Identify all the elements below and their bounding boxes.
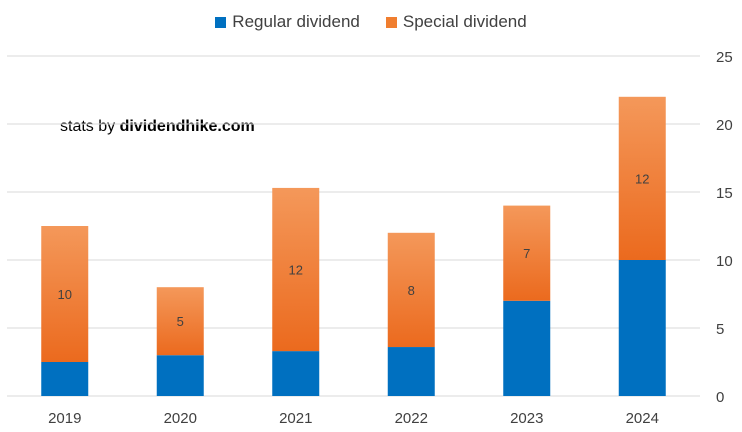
y-tick-label: 0 (716, 389, 724, 406)
bar-special (272, 187, 320, 352)
legend-item-special: Special dividend (385, 12, 527, 32)
x-tick-label: 2023 (510, 410, 543, 427)
watermark-site: dividendhike.com (119, 118, 255, 135)
x-tick-label: 2020 (164, 410, 197, 427)
bar-regular (272, 351, 320, 396)
bar-special (41, 226, 89, 362)
y-tick-label: 15 (716, 185, 733, 202)
data-label-special: 10 (58, 287, 72, 302)
data-label-special: 8 (408, 283, 415, 298)
bar-special (618, 96, 666, 260)
y-tick-label: 10 (716, 253, 733, 270)
legend-label-special: Special dividend (402, 12, 527, 31)
legend: Regular dividend Special dividend (0, 12, 742, 32)
data-label-special: 5 (177, 314, 184, 329)
data-label-special: 12 (289, 263, 303, 278)
y-tick-label: 25 (716, 49, 733, 66)
bar-special (503, 205, 551, 301)
bar-regular (41, 362, 89, 396)
x-tick-label: 2024 (626, 410, 659, 427)
bar-special (156, 287, 204, 356)
bar-regular (503, 300, 551, 396)
bar-regular (618, 260, 666, 396)
bar-special (387, 232, 435, 348)
legend-swatch-regular (215, 16, 227, 28)
x-tick-label: 2022 (395, 410, 428, 427)
watermark-prefix: stats by (60, 118, 120, 135)
y-tick-label: 5 (716, 321, 724, 338)
legend-swatch-special (385, 16, 397, 28)
axes: 0 5 10 15 20 25 2019 2020 2021 2022 2023 2024 (48, 49, 733, 427)
legend-label-regular: Regular dividend (232, 12, 360, 31)
data-labels: 10 5 12 8 7 12 (58, 171, 650, 329)
y-tick-label: 20 (716, 117, 733, 134)
x-tick-label: 2021 (279, 410, 312, 427)
bar-regular (387, 347, 435, 396)
bars (41, 96, 666, 396)
bar-regular (156, 355, 204, 396)
gridlines (7, 55, 700, 397)
legend-item-regular: Regular dividend (215, 12, 360, 32)
data-label-special: 7 (523, 246, 530, 261)
watermark: stats by dividendhike.com (60, 118, 255, 136)
x-tick-label: 2019 (48, 410, 81, 427)
data-label-special: 12 (635, 171, 649, 186)
